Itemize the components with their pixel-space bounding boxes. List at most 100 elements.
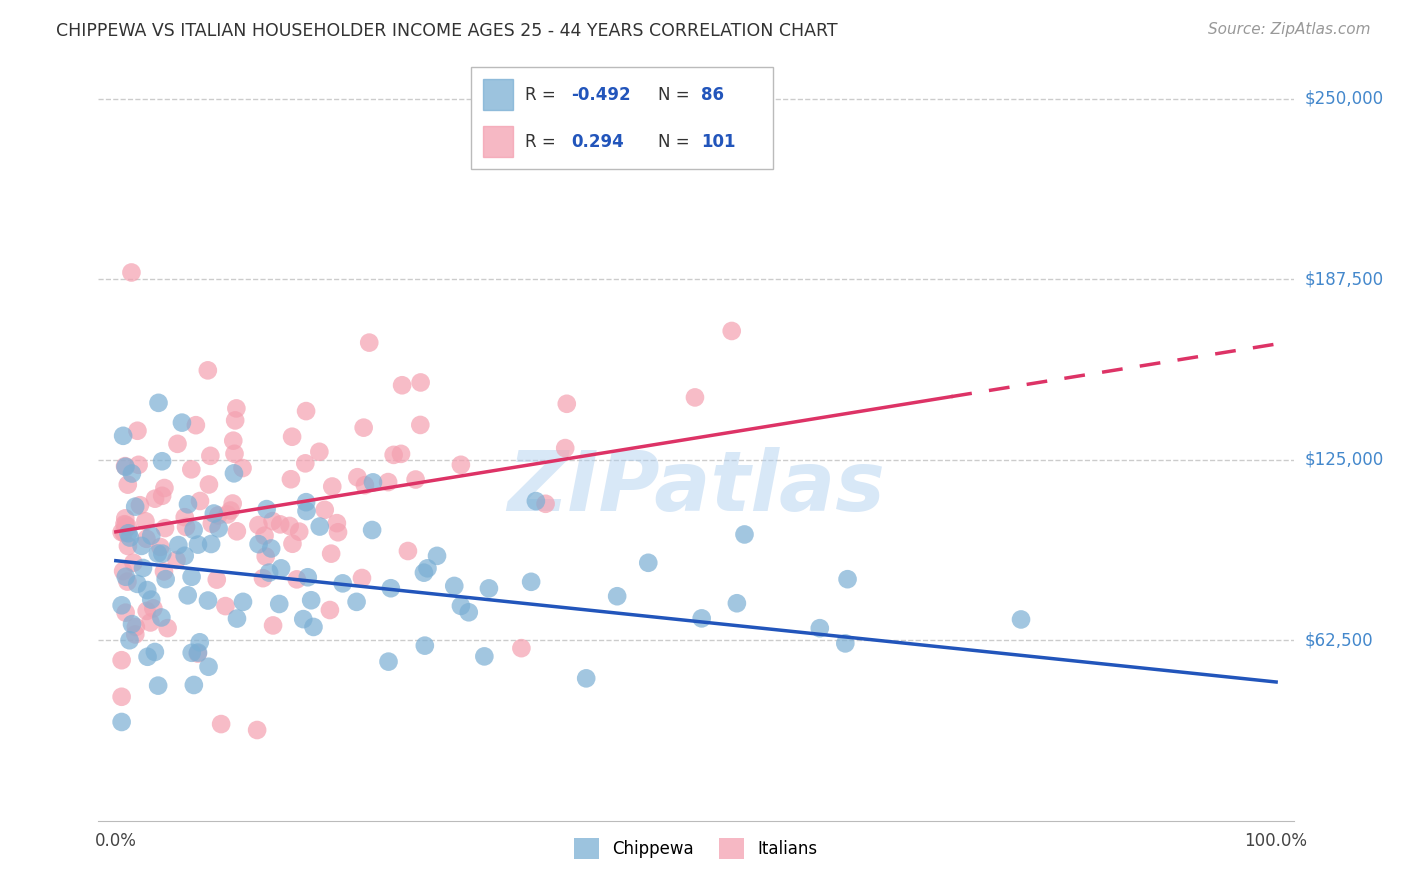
Point: [225, 524, 247, 539]
Point: [118, 633, 141, 648]
Text: Source: ZipAtlas.com: Source: ZipAtlas.com: [1208, 22, 1371, 37]
Point: [141, 592, 163, 607]
Point: [326, 525, 349, 540]
Point: [253, 529, 276, 543]
Point: [188, 635, 211, 649]
Point: [683, 391, 706, 405]
Point: [153, 565, 176, 579]
Point: [575, 671, 598, 685]
Point: [139, 615, 162, 630]
Point: [150, 547, 173, 561]
Point: [808, 621, 831, 635]
Point: [156, 621, 179, 635]
Point: [155, 572, 177, 586]
Point: [690, 611, 713, 625]
Point: [254, 549, 277, 564]
Point: [361, 523, 384, 537]
Point: [114, 511, 136, 525]
Text: ZIPatlas: ZIPatlas: [508, 447, 884, 527]
Point: [834, 636, 856, 650]
Legend: Chippewa, Italians: Chippewa, Italians: [568, 831, 824, 865]
Point: [174, 520, 197, 534]
Point: [111, 525, 134, 540]
Point: [128, 458, 150, 472]
Point: [734, 527, 756, 541]
Point: [167, 538, 190, 552]
Point: [380, 581, 402, 595]
Point: [197, 659, 219, 673]
Point: [725, 596, 748, 610]
Point: [554, 441, 576, 455]
Point: [146, 679, 169, 693]
Point: [389, 447, 412, 461]
Point: [207, 508, 229, 523]
Text: -0.492: -0.492: [571, 86, 630, 103]
Text: N =: N =: [658, 86, 696, 103]
Point: [221, 496, 243, 510]
Text: 86: 86: [700, 86, 724, 103]
Point: [114, 459, 136, 474]
Point: [177, 588, 200, 602]
Point: [112, 429, 135, 443]
Point: [125, 620, 148, 634]
Text: R =: R =: [526, 133, 567, 151]
Point: [837, 572, 859, 586]
Point: [396, 544, 419, 558]
Point: [555, 397, 578, 411]
Point: [117, 539, 139, 553]
Point: [224, 447, 246, 461]
Point: [129, 498, 152, 512]
Point: [124, 627, 146, 641]
Point: [281, 430, 304, 444]
Point: [111, 714, 134, 729]
Point: [377, 655, 399, 669]
Point: [252, 571, 274, 585]
Point: [295, 404, 318, 418]
Point: [257, 566, 280, 580]
Point: [127, 577, 149, 591]
Point: [173, 510, 195, 524]
Point: [637, 556, 659, 570]
Text: R =: R =: [526, 86, 561, 103]
Point: [143, 491, 166, 506]
Text: $125,000: $125,000: [1305, 450, 1384, 468]
Point: [217, 508, 239, 522]
Point: [222, 434, 245, 448]
Point: [225, 401, 247, 416]
Point: [120, 265, 142, 279]
Point: [134, 514, 156, 528]
Point: [426, 549, 449, 563]
Point: [188, 494, 211, 508]
Point: [170, 416, 193, 430]
Point: [278, 519, 301, 533]
Text: 101: 101: [700, 133, 735, 151]
Point: [197, 363, 219, 377]
Point: [150, 610, 173, 624]
Point: [127, 424, 149, 438]
Point: [457, 605, 479, 619]
Text: $187,500: $187,500: [1305, 270, 1384, 288]
Point: [232, 461, 254, 475]
Point: [166, 437, 188, 451]
Point: [269, 517, 291, 532]
Point: [285, 573, 308, 587]
Point: [409, 417, 432, 432]
Point: [226, 611, 249, 625]
Point: [200, 537, 222, 551]
Point: [510, 641, 533, 656]
Text: $250,000: $250,000: [1305, 89, 1384, 108]
Point: [1010, 612, 1032, 626]
Point: [135, 604, 157, 618]
Point: [112, 525, 135, 540]
Point: [150, 454, 173, 468]
Point: [246, 723, 269, 737]
Point: [121, 617, 143, 632]
Point: [332, 576, 354, 591]
Point: [292, 612, 315, 626]
Point: [114, 606, 136, 620]
Point: [150, 489, 173, 503]
Point: [354, 478, 377, 492]
Point: [295, 495, 318, 509]
Point: [141, 528, 163, 542]
Point: [214, 599, 236, 613]
